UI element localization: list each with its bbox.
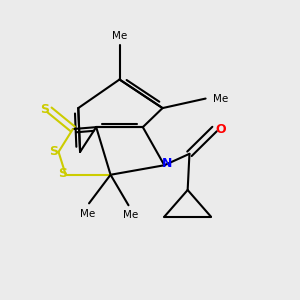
Text: O: O (215, 122, 226, 136)
Text: S: S (58, 167, 67, 179)
Text: S: S (49, 146, 58, 158)
Text: N: N (162, 157, 172, 170)
Text: Me: Me (112, 31, 127, 41)
Text: Me: Me (123, 211, 138, 220)
Text: Me: Me (213, 94, 229, 103)
Text: Me: Me (80, 208, 95, 219)
Text: S: S (40, 103, 49, 116)
